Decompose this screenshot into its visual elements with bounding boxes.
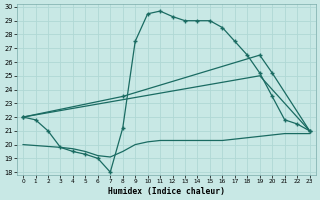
X-axis label: Humidex (Indice chaleur): Humidex (Indice chaleur) (108, 187, 225, 196)
